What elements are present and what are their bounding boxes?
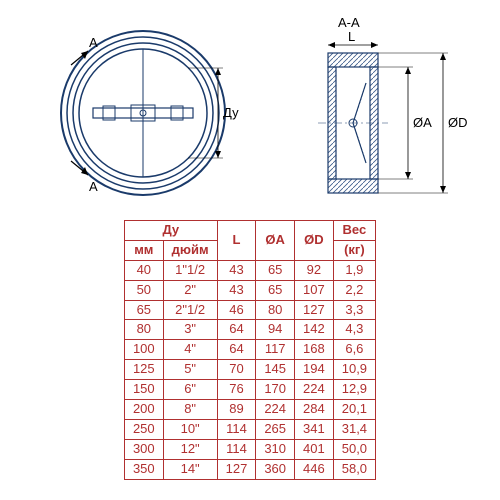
cell-W: 58,0 (333, 459, 375, 479)
cell-L: 46 (217, 300, 256, 320)
cell-D: 194 (295, 360, 334, 380)
col-dy: Ду (124, 221, 217, 241)
cell-L: 70 (217, 360, 256, 380)
cell-W: 31,4 (333, 419, 375, 439)
cell-D: 446 (295, 459, 334, 479)
cell-L: 43 (217, 280, 256, 300)
label-diam-d: ØD (448, 115, 468, 130)
cell-inch: 12" (163, 439, 217, 459)
col-l: L (217, 221, 256, 261)
cell-L: 89 (217, 400, 256, 420)
cell-inch: 1"1/2 (163, 260, 217, 280)
cell-W: 6,6 (333, 340, 375, 360)
cell-W: 20,1 (333, 400, 375, 420)
cell-W: 4,3 (333, 320, 375, 340)
cell-mm: 125 (124, 360, 163, 380)
cell-inch: 10" (163, 419, 217, 439)
col-mm: мм (124, 240, 163, 260)
cell-A: 117 (256, 340, 295, 360)
dimensions-table: Ду L ØA ØD Вес мм дюйм (кг) 401"1/243659… (124, 220, 376, 480)
cell-mm: 150 (124, 380, 163, 400)
label-l: L (348, 29, 355, 44)
cell-L: 127 (217, 459, 256, 479)
table-row: 2008"8922428420,1 (124, 400, 375, 420)
cell-mm: 200 (124, 400, 163, 420)
cell-A: 94 (256, 320, 295, 340)
cell-W: 2,2 (333, 280, 375, 300)
cell-mm: 350 (124, 459, 163, 479)
cell-D: 168 (295, 340, 334, 360)
cell-W: 3,3 (333, 300, 375, 320)
cell-inch: 8" (163, 400, 217, 420)
label-diam-a: ØA (413, 115, 432, 130)
cell-A: 224 (256, 400, 295, 420)
cell-L: 43 (217, 260, 256, 280)
cell-D: 127 (295, 300, 334, 320)
cell-W: 1,9 (333, 260, 375, 280)
cell-A: 310 (256, 439, 295, 459)
col-weight: Вес (333, 221, 375, 241)
cell-A: 170 (256, 380, 295, 400)
table-row: 30012"11431040150,0 (124, 439, 375, 459)
cell-A: 80 (256, 300, 295, 320)
cell-D: 401 (295, 439, 334, 459)
label-a-top: A (89, 35, 98, 50)
cell-W: 10,9 (333, 360, 375, 380)
cell-W: 50,0 (333, 439, 375, 459)
cell-L: 76 (217, 380, 256, 400)
label-dy: Ду (223, 105, 239, 120)
cell-A: 360 (256, 459, 295, 479)
table-row: 35014"12736044658,0 (124, 459, 375, 479)
cell-mm: 65 (124, 300, 163, 320)
cell-L: 114 (217, 439, 256, 459)
table-row: 25010"11426534131,4 (124, 419, 375, 439)
table-row: 1255"7014519410,9 (124, 360, 375, 380)
cell-D: 224 (295, 380, 334, 400)
cell-D: 92 (295, 260, 334, 280)
table-row: 502"43651072,2 (124, 280, 375, 300)
cell-D: 107 (295, 280, 334, 300)
cell-L: 114 (217, 419, 256, 439)
cell-inch: 2"1/2 (163, 300, 217, 320)
cell-inch: 5" (163, 360, 217, 380)
cell-mm: 40 (124, 260, 163, 280)
cell-mm: 100 (124, 340, 163, 360)
side-view-drawing: A-A L (308, 13, 458, 213)
cell-A: 265 (256, 419, 295, 439)
table-row: 1506"7617022412,9 (124, 380, 375, 400)
cell-mm: 80 (124, 320, 163, 340)
table-row: 803"64941424,3 (124, 320, 375, 340)
cell-A: 65 (256, 260, 295, 280)
cell-L: 64 (217, 320, 256, 340)
label-a-bottom: A (89, 179, 98, 194)
table-row: 1004"641171686,6 (124, 340, 375, 360)
col-a: ØA (256, 221, 295, 261)
col-weight-unit: (кг) (333, 240, 375, 260)
cell-inch: 3" (163, 320, 217, 340)
table-row: 652"1/246801273,3 (124, 300, 375, 320)
col-inch: дюйм (163, 240, 217, 260)
cell-inch: 14" (163, 459, 217, 479)
col-d: ØD (295, 221, 334, 261)
cell-mm: 300 (124, 439, 163, 459)
label-section: A-A (338, 15, 360, 30)
cell-D: 142 (295, 320, 334, 340)
cell-inch: 2" (163, 280, 217, 300)
cell-L: 64 (217, 340, 256, 360)
cell-inch: 4" (163, 340, 217, 360)
cell-mm: 50 (124, 280, 163, 300)
cell-D: 284 (295, 400, 334, 420)
cell-A: 145 (256, 360, 295, 380)
cell-D: 341 (295, 419, 334, 439)
cell-inch: 6" (163, 380, 217, 400)
cell-mm: 250 (124, 419, 163, 439)
table-row: 401"1/24365921,9 (124, 260, 375, 280)
front-view-drawing: A A Ду (43, 13, 243, 213)
cell-A: 65 (256, 280, 295, 300)
cell-W: 12,9 (333, 380, 375, 400)
